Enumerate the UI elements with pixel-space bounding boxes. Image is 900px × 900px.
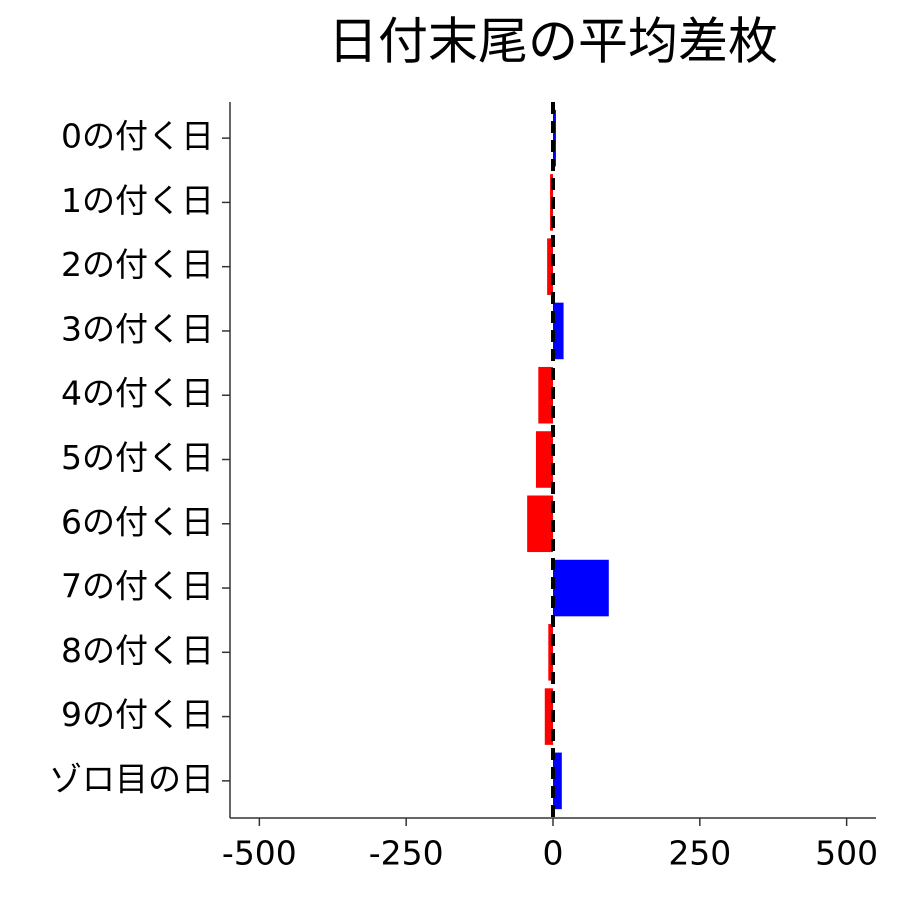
x-tick-label: -250 xyxy=(369,834,444,873)
bar xyxy=(527,495,553,553)
bar xyxy=(538,366,553,424)
bar xyxy=(548,624,553,681)
x-tick-label: -500 xyxy=(222,834,297,873)
x-tick-label: 250 xyxy=(668,834,731,873)
y-tick-label: 5の付く日 xyxy=(61,438,214,477)
y-tick-label: 6の付く日 xyxy=(61,502,214,541)
bar xyxy=(553,302,564,360)
bar xyxy=(547,238,553,295)
y-tick-label: 0の付く日 xyxy=(61,117,214,156)
chart-title: 日付末尾の平均差枚 xyxy=(328,13,778,71)
y-tick-label: 1の付く日 xyxy=(61,181,214,220)
x-tick-label: 0 xyxy=(543,834,564,873)
y-tick-label: 9の付く日 xyxy=(61,695,214,734)
bar xyxy=(553,559,609,617)
y-tick-label: ゾロ目の日 xyxy=(49,759,214,798)
bar xyxy=(553,109,556,167)
y-tick-label: 2の付く日 xyxy=(61,245,214,284)
bar xyxy=(535,431,553,488)
y-tick-label: 8の付く日 xyxy=(61,631,214,670)
y-tick-label: 7の付く日 xyxy=(61,567,214,606)
y-tick-label: 3の付く日 xyxy=(61,309,214,348)
bar xyxy=(544,688,553,745)
bar xyxy=(553,752,562,810)
x-tick-label: 500 xyxy=(815,834,878,873)
y-tick-label: 4の付く日 xyxy=(61,374,214,413)
